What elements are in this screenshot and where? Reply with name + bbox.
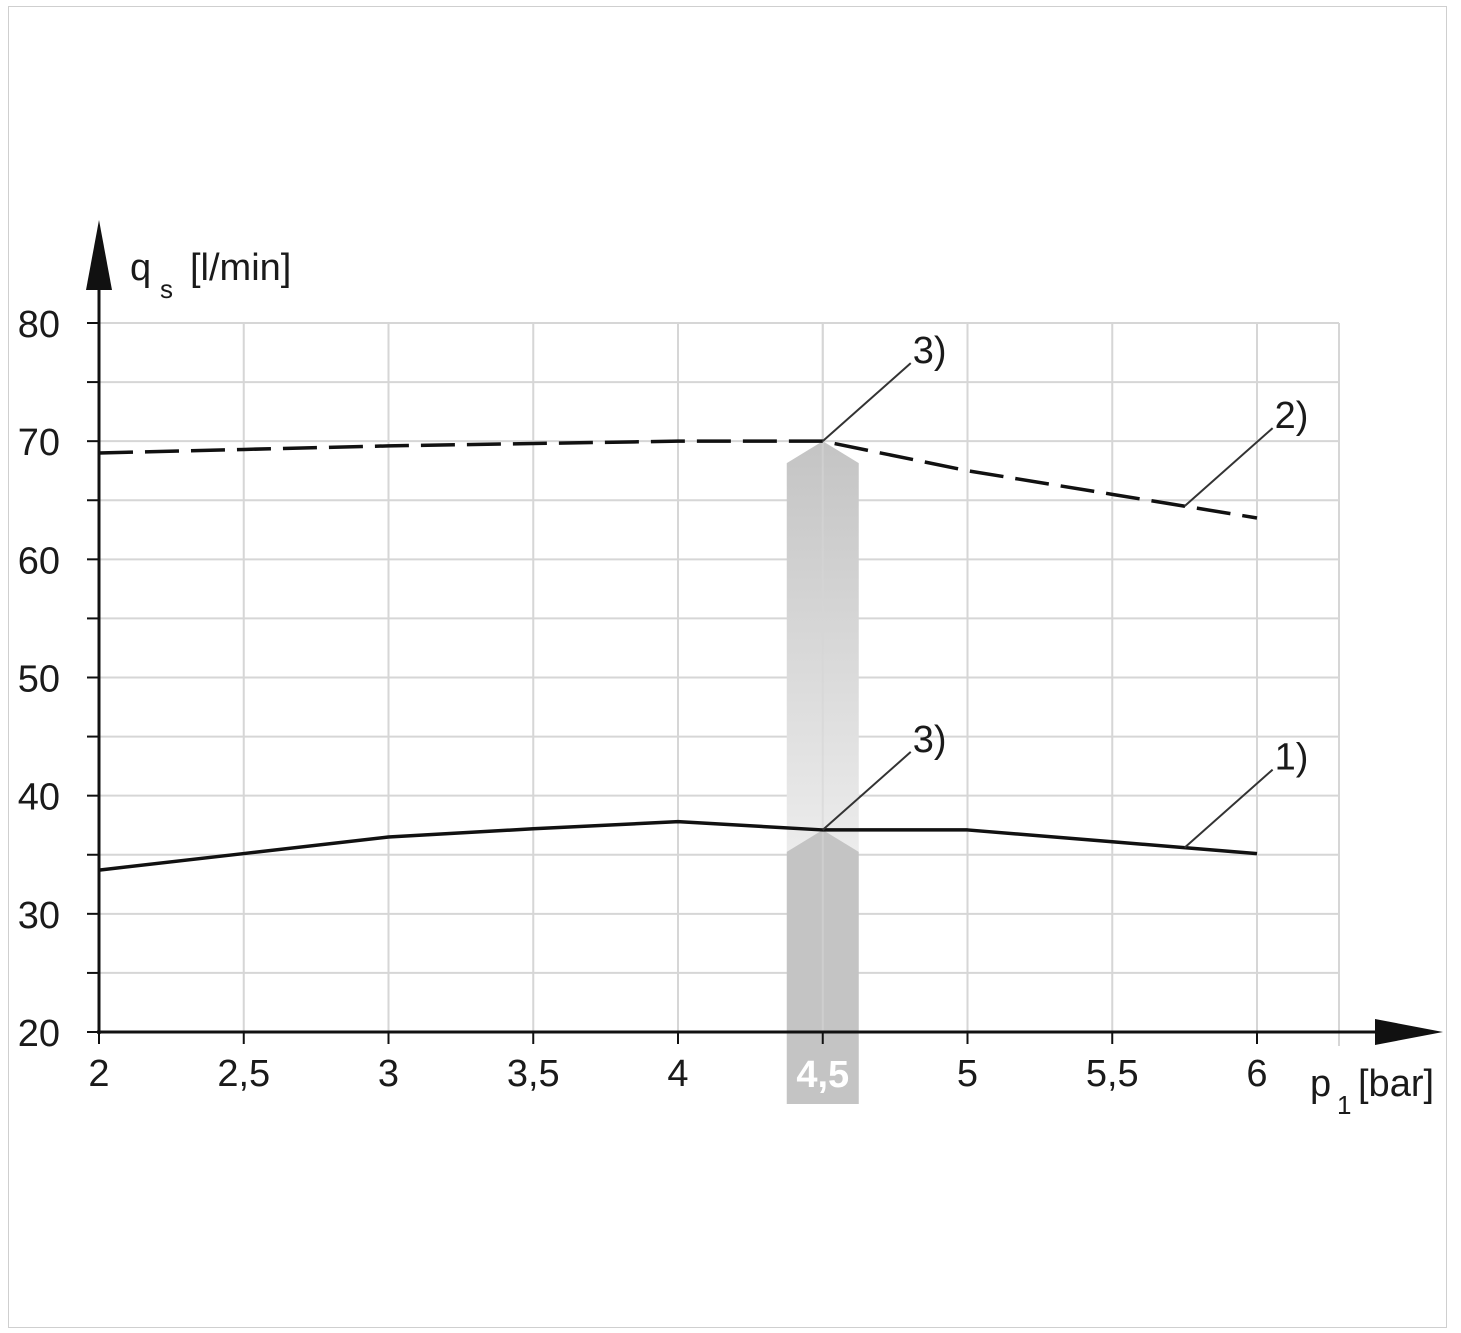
callout-leader bbox=[1183, 427, 1274, 507]
x-tick-label: 4 bbox=[667, 1053, 688, 1095]
x-tick-label: 3 bbox=[378, 1053, 399, 1095]
x-tick-label: 6 bbox=[1246, 1053, 1267, 1095]
x-tick-label: 5 bbox=[957, 1053, 978, 1095]
callout-leader bbox=[822, 362, 912, 442]
x-axis-title-unit: [bar] bbox=[1358, 1063, 1434, 1105]
highlight-label: 4,5 bbox=[796, 1054, 849, 1096]
x-axis-title: p bbox=[1310, 1063, 1331, 1105]
x-axis-title-sub: 1 bbox=[1337, 1090, 1351, 1120]
callout-leader bbox=[1183, 768, 1274, 849]
series-lines bbox=[98, 439, 1258, 872]
y-axis-title: q bbox=[130, 247, 151, 289]
x-tick-label: 5,5 bbox=[1086, 1053, 1139, 1095]
y-tick-label: 40 bbox=[18, 777, 60, 819]
y-tick-label: 60 bbox=[18, 540, 60, 582]
y-tick-label: 50 bbox=[18, 659, 60, 701]
tick-labels: 2 2,5 3 3,5 4 5 5,5 6 20 30 40 50 60 70 80 q s [l/min] p 1[… bbox=[18, 247, 1434, 1120]
y-tick-label: 20 bbox=[18, 1013, 60, 1055]
callouts: 3) 2) 3) 1) bbox=[822, 330, 1309, 849]
callout-leader bbox=[822, 751, 912, 831]
y-axis-title-unit: [l/min] bbox=[190, 247, 291, 289]
x-tick-label: 3,5 bbox=[507, 1053, 560, 1095]
grid bbox=[99, 322, 1340, 1046]
y-tick-label: 70 bbox=[18, 422, 60, 464]
x-tick-label: 2 bbox=[88, 1053, 109, 1095]
callout-label: 1) bbox=[1275, 737, 1309, 779]
callout-label: 3) bbox=[913, 330, 947, 372]
y-axis-arrow bbox=[86, 220, 112, 290]
y-tick-label: 80 bbox=[18, 304, 60, 346]
series-line-2 bbox=[98, 439, 1258, 520]
callout-label: 3) bbox=[913, 719, 947, 761]
axes bbox=[86, 220, 1443, 1045]
x-axis-arrow bbox=[1375, 1019, 1443, 1045]
series-line-1 bbox=[98, 819, 1258, 872]
x-tick-label: 2,5 bbox=[217, 1053, 270, 1095]
callout-label: 2) bbox=[1275, 395, 1309, 437]
chart-frame bbox=[8, 6, 1447, 1328]
y-axis-title-sub: s bbox=[160, 274, 173, 304]
y-tick-label: 30 bbox=[18, 895, 60, 937]
